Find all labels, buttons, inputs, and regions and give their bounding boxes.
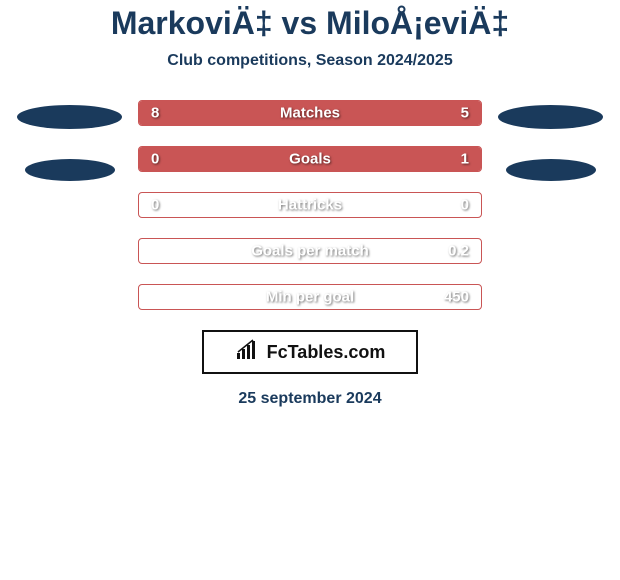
stat-row-matches: 8 Matches 5 (138, 100, 482, 126)
fctables-logo-box[interactable]: FcTables.com (202, 330, 418, 374)
stat-right-value: 450 (444, 289, 469, 306)
logo-text: FcTables.com (267, 342, 386, 363)
chart-icon (235, 339, 261, 366)
left-club-badge-placeholder (25, 159, 115, 181)
comparison-area: 8 Matches 5 0 Goals 1 0 Hattricks 0 (0, 100, 620, 310)
stat-right-value: 1 (461, 151, 469, 168)
right-player-column (498, 100, 603, 181)
stat-left-value: 0 (151, 197, 159, 214)
stat-label: Min per goal (266, 289, 354, 306)
left-player-avatar-placeholder (17, 105, 122, 129)
stat-label: Hattricks (278, 197, 342, 214)
stat-label: Matches (280, 105, 340, 122)
right-club-badge-placeholder (506, 159, 596, 181)
stat-label: Goals (289, 151, 331, 168)
stat-row-hattricks: 0 Hattricks 0 (138, 192, 482, 218)
stat-left-value: 0 (151, 151, 159, 168)
stat-row-goals-per-match: Goals per match 0.2 (138, 238, 482, 264)
stat-right-value: 5 (461, 105, 469, 122)
stat-fill-left (139, 147, 201, 171)
stat-row-min-per-goal: Min per goal 450 (138, 284, 482, 310)
page-subtitle: Club competitions, Season 2024/2025 (0, 52, 620, 70)
left-player-column (17, 100, 122, 181)
comparison-widget: MarkoviÄ‡ vs MiloÅ¡eviÄ‡ Club competitio… (0, 0, 620, 408)
page-title: MarkoviÄ‡ vs MiloÅ¡eviÄ‡ (0, 5, 620, 42)
stat-left-value: 8 (151, 105, 159, 122)
stat-row-goals: 0 Goals 1 (138, 146, 482, 172)
stat-right-value: 0.2 (448, 243, 469, 260)
stat-right-value: 0 (461, 197, 469, 214)
stat-fill-right (201, 147, 481, 171)
stats-column: 8 Matches 5 0 Goals 1 0 Hattricks 0 (138, 100, 482, 310)
stat-label: Goals per match (251, 243, 369, 260)
snapshot-date: 25 september 2024 (0, 390, 620, 408)
right-player-avatar-placeholder (498, 105, 603, 129)
